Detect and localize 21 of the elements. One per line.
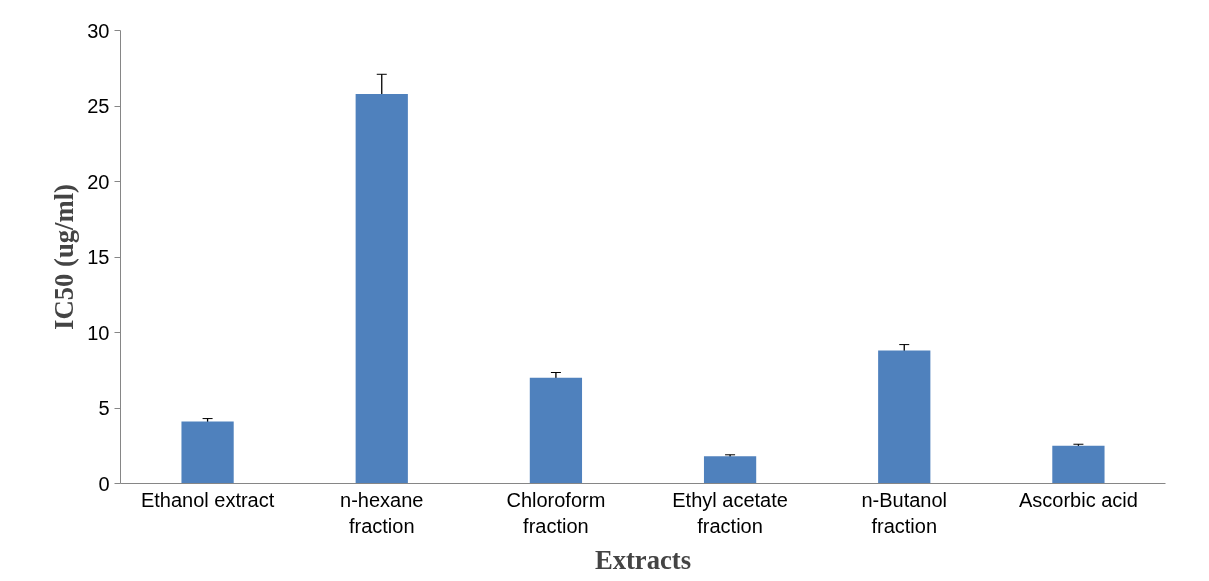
y-tick-label: 10 — [87, 321, 110, 344]
y-tick-label: 30 — [87, 19, 110, 42]
x-tick-label: Ethyl acetate fraction — [672, 488, 788, 537]
bar — [355, 93, 408, 484]
bar — [703, 456, 757, 484]
x-tick-label: n-hexane fraction — [340, 488, 424, 537]
bar — [181, 421, 234, 484]
x-axis-title: Extracts — [594, 544, 692, 575]
y-tick-label: 25 — [87, 95, 110, 117]
x-tick-label: Ethanol extract — [140, 488, 275, 511]
bar — [1052, 445, 1105, 484]
x-tick-label: n-Butanol fraction — [861, 488, 948, 537]
x-tick-label: Chloroform fraction — [506, 488, 606, 537]
bar — [878, 350, 931, 484]
x-tick-label: Ascorbic acid — [1018, 488, 1138, 511]
y-tick-label: 20 — [87, 170, 110, 193]
bar — [529, 377, 583, 484]
y-tick-label: 15 — [87, 246, 110, 268]
y-tick-label: 0 — [98, 472, 110, 495]
y-axis-title: IC50 (ug/ml) — [49, 184, 80, 330]
y-tick-label: 5 — [98, 397, 110, 419]
